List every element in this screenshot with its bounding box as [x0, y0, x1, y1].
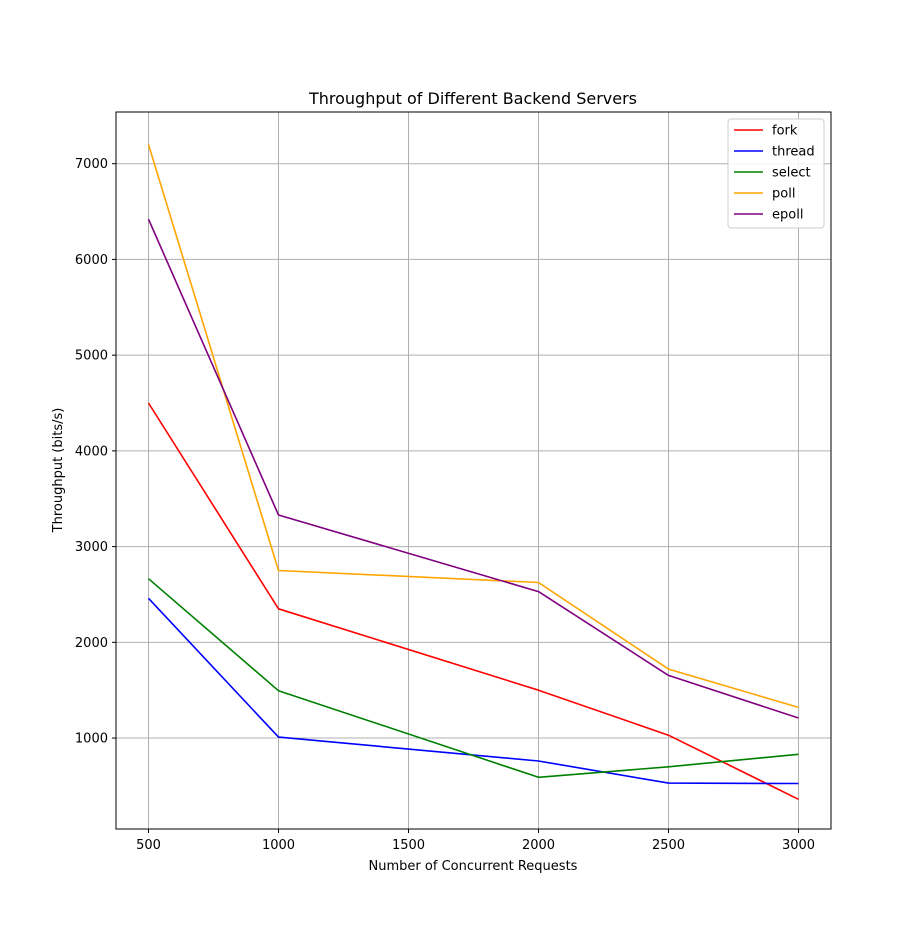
x-tick-label: 3000 [782, 838, 815, 853]
series-line-fork [147, 402, 799, 801]
chart-title: Throughput of Different Backend Servers [308, 89, 637, 108]
y-tick-label: 4000 [75, 444, 108, 459]
x-tick-label: 2000 [522, 838, 555, 853]
legend-label-fork: fork [772, 124, 798, 139]
legend-label-select: select [772, 166, 811, 181]
x-tick-label: 500 [136, 838, 161, 853]
legend: fork thread select poll epoll [727, 118, 825, 229]
series-line-thread [147, 597, 799, 785]
series-line-poll [147, 144, 799, 709]
y-tick-label: 7000 [75, 157, 108, 172]
legend-label-epoll: epoll [772, 208, 803, 223]
plot-area-frame [115, 111, 832, 830]
x-axis-label: Number of Concurrent Requests [369, 859, 578, 874]
grid-lines [116, 112, 831, 829]
x-tick-label: 1000 [262, 838, 295, 853]
series-line-select [147, 578, 799, 779]
x-tick-label: 1500 [392, 838, 425, 853]
legend-box [727, 118, 825, 229]
legend-label-thread: thread [772, 145, 815, 160]
y-tick-label: 1000 [75, 732, 108, 747]
y-axis-label: Throughput (bits/s) [51, 408, 66, 534]
y-tick-label: 3000 [75, 540, 108, 555]
y-tick-label: 5000 [75, 349, 108, 364]
series-line-epoll [147, 218, 799, 719]
legend-label-poll: poll [772, 187, 795, 202]
y-tick-label: 6000 [75, 253, 108, 268]
y-axis-ticks: 1000 2000 3000 4000 5000 6000 7000 [75, 157, 116, 747]
x-tick-label: 2500 [652, 838, 685, 853]
x-axis-ticks: 500 1000 1500 2000 2500 3000 [136, 829, 815, 853]
series-lines [147, 144, 799, 801]
y-tick-label: 2000 [75, 636, 108, 651]
